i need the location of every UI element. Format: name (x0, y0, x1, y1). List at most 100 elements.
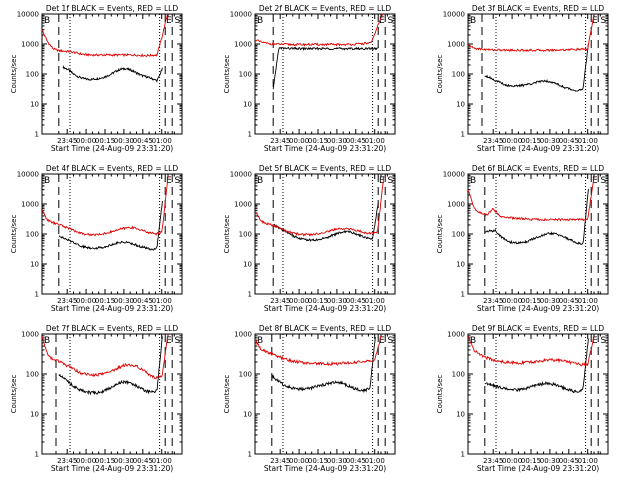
series-group (42, 334, 169, 396)
chart-title: Det 9f BLACK = Events, RED = LLD (472, 324, 605, 333)
x-axis-label: Start Time (24-Aug-09 23:31:20) (51, 464, 173, 473)
events-series-line (484, 43, 589, 92)
y-axis-label: Counts/sec (223, 55, 231, 94)
y-tick-label: 10 (30, 101, 39, 109)
x-axis-label: Start Time (24-Aug-09 23:31:20) (51, 304, 173, 313)
y-tick-label: 10 (456, 101, 465, 109)
marker-lines (271, 334, 386, 454)
chart-title: Det 3f BLACK = Events, RED = LLD (472, 4, 605, 13)
events-series-line (271, 336, 376, 394)
y-tick-label: 10000 (443, 171, 465, 179)
x-tick-label: 00:45 (559, 457, 579, 465)
corner-label-right: E S (379, 176, 394, 186)
x-tick-label: 23:45 (57, 297, 77, 305)
x-axis-label: Start Time (24-Aug-09 23:31:20) (477, 144, 599, 153)
marker-lines (272, 174, 386, 294)
y-tick-label: 1 (461, 451, 465, 459)
x-tick-label: 00:00 (502, 297, 522, 305)
chart-panel: Det 6f BLACK = Events, RED = LLD 1 10 100 10… (436, 164, 609, 313)
y-tick-label: 1000 (447, 201, 465, 209)
x-tick-label: 01:00 (152, 137, 172, 145)
x-tick-label: 00:45 (346, 137, 366, 145)
x-tick-label: 23:45 (270, 457, 290, 465)
x-tick-label: 01:00 (365, 137, 385, 145)
x-tick-label: 00:30 (114, 297, 134, 305)
plot-frame (254, 173, 396, 295)
chart-panel: Det 3f BLACK = Events, RED = LLD 1 10 100 10… (436, 4, 609, 153)
events-series-line (484, 188, 589, 246)
x-tick-label: 23:45 (57, 457, 77, 465)
y-tick-label: 10 (243, 411, 252, 419)
corner-label-left: B (470, 336, 476, 346)
x-tick-label: 00:00 (289, 137, 309, 145)
x-tick-label: 00:30 (327, 297, 347, 305)
events-series-line (273, 202, 379, 243)
events-series-line (272, 46, 379, 90)
y-tick-label: 1 (35, 451, 39, 459)
lld-series-line (468, 176, 595, 222)
y-tick-label: 100 (26, 71, 39, 79)
events-series-line (58, 200, 163, 251)
y-tick-label: 1 (35, 291, 39, 299)
series-group (255, 14, 384, 90)
lld-series-line (42, 334, 169, 380)
y-axis-label: Counts/sec (436, 55, 444, 94)
x-tick-label: 00:45 (133, 137, 153, 145)
corner-label-right: E S (166, 176, 181, 186)
x-tick-label: 00:00 (76, 457, 96, 465)
lld-series-line (468, 14, 595, 53)
y-tick-label: 1000 (234, 331, 252, 339)
corner-label-left: B (44, 176, 50, 186)
y-tick-label: 1000 (447, 41, 465, 49)
events-series-line (58, 336, 163, 396)
events-series-line (484, 338, 589, 394)
corner-label-left: B (257, 176, 263, 186)
corner-label-left: B (44, 336, 50, 346)
y-tick-label: 1 (248, 291, 252, 299)
y-axis-label: Counts/sec (436, 375, 444, 414)
y-tick-label: 10 (243, 261, 252, 269)
y-tick-label: 1000 (21, 201, 39, 209)
x-tick-label: 01:00 (578, 297, 598, 305)
chart-title: Det 5f BLACK = Events, RED = LLD (259, 164, 392, 173)
y-tick-label: 1000 (234, 41, 252, 49)
x-tick-label: 00:45 (559, 297, 579, 305)
x-tick-label: 00:15 (521, 297, 541, 305)
chart-title: Det 4f BLACK = Events, RED = LLD (46, 164, 179, 173)
x-tick-label: 00:00 (502, 137, 522, 145)
series-group (42, 14, 168, 83)
plot-frame (254, 333, 396, 455)
y-tick-label: 1 (248, 131, 252, 139)
x-tick-label: 23:45 (483, 457, 503, 465)
plot-frame (41, 333, 183, 455)
lld-series-line (255, 335, 382, 367)
y-tick-label: 100 (26, 231, 39, 239)
x-tick-label: 01:00 (152, 297, 172, 305)
y-tick-label: 10000 (17, 171, 39, 179)
y-tick-label: 100 (452, 231, 465, 239)
series-group (255, 175, 385, 243)
chart-title: Det 7f BLACK = Events, RED = LLD (46, 324, 179, 333)
x-axis-label: Start Time (24-Aug-09 23:31:20) (264, 464, 386, 473)
y-tick-label: 1 (461, 131, 465, 139)
plot-frame (467, 333, 609, 455)
corner-label-left: B (257, 336, 263, 346)
chart-title: Det 6f BLACK = Events, RED = LLD (472, 164, 605, 173)
x-tick-label: 00:45 (346, 457, 366, 465)
x-axis-label: Start Time (24-Aug-09 23:31:20) (51, 144, 173, 153)
x-tick-label: 23:45 (483, 297, 503, 305)
x-tick-label: 01:00 (578, 137, 598, 145)
y-tick-label: 100 (239, 71, 252, 79)
y-axis-label: Counts/sec (223, 215, 231, 254)
chart-panel: Det 7f BLACK = Events, RED = LLD 1 10 100 10… (10, 324, 183, 473)
corner-label-right: E S (166, 16, 181, 26)
y-tick-label: 100 (26, 371, 39, 379)
corner-label-right: E S (379, 336, 394, 346)
chart-panel: Det 4f BLACK = Events, RED = LLD 1 10 100 10… (10, 164, 183, 313)
chart-title: Det 1f BLACK = Events, RED = LLD (46, 4, 179, 13)
y-tick-label: 1 (248, 451, 252, 459)
y-tick-label: 100 (452, 71, 465, 79)
y-axis-label: Counts/sec (436, 215, 444, 254)
corner-label-left: B (470, 176, 476, 186)
